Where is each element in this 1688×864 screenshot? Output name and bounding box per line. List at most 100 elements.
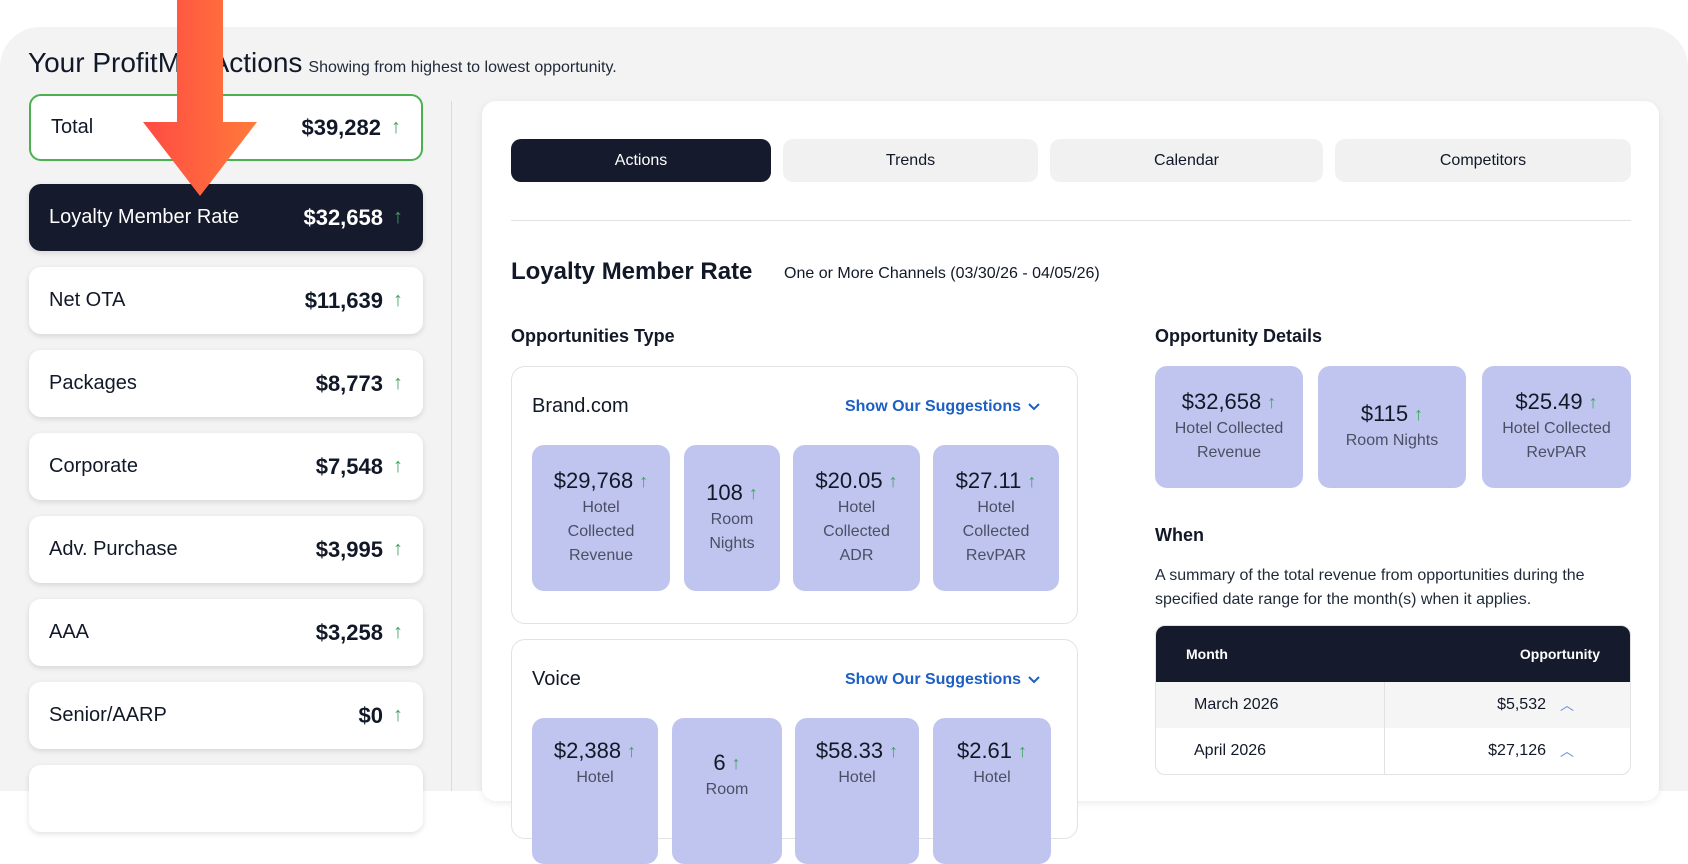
metric-caption: Hotel Collected RevPAR: [1502, 420, 1611, 461]
show-suggestions-label: Show Our Suggestions: [844, 398, 1021, 415]
metric-tile: $2.61 ↑ Hotel: [933, 718, 1051, 864]
arrow-up-icon: ↑: [889, 740, 899, 761]
sidebar-item-amount: $0: [358, 702, 383, 728]
show-suggestions-button[interactable]: Show Our Suggestions: [845, 671, 1041, 689]
arrow-up-icon: ↑: [1018, 740, 1028, 761]
arrow-up-icon: ↑: [1267, 391, 1277, 412]
tab-competitors[interactable]: Competitors: [1335, 139, 1631, 182]
metric-tile: $29,768 ↑ Hotel Collected Revenue: [532, 445, 670, 591]
page-title: Your ProfitMaxActions: [28, 47, 303, 78]
tab-calendar[interactable]: Calendar: [1050, 139, 1323, 182]
column-header-month: Month: [1186, 646, 1228, 662]
metric-caption: Room Nights: [1345, 432, 1439, 449]
sidebar-item-amount: $3,995: [315, 536, 383, 562]
metric-tile: 108 ↑ Room Nights: [684, 445, 780, 591]
metric-caption: Hotel: [576, 769, 614, 786]
table-header: Month Opportunity: [1156, 626, 1630, 682]
details-panel: Actions Trends Calendar Competitors Loya…: [482, 101, 1659, 864]
detail-tile: $32,658 ↑ Hotel Collected Revenue: [1155, 366, 1303, 488]
annotation-arrow-icon: [143, 0, 257, 196]
sidebar-item-label: Total: [51, 116, 94, 138]
column-divider: [451, 101, 452, 791]
arrow-up-icon: ↑: [393, 206, 403, 228]
metric-value: $2.61: [956, 738, 1013, 763]
metric-value: 6: [713, 750, 726, 775]
when-description: A summary of the total revenue from oppo…: [1155, 567, 1585, 608]
date-range: One or More Channels (03/30/26 - 04/05/2…: [784, 265, 1100, 282]
metric-value: $27.11: [955, 468, 1022, 493]
table-row[interactable]: March 2026 $5,532 ︿: [1156, 682, 1630, 728]
sidebar-item-label: Corporate: [49, 455, 138, 477]
divider: [511, 220, 1631, 221]
sidebar-item-label: Loyalty Member Rate: [49, 206, 240, 228]
sidebar-item-amount: $11,639: [304, 287, 383, 313]
metric-tile: $27.11 ↑ Hotel Collected RevPAR: [933, 445, 1059, 591]
sidebar-item-partial[interactable]: [29, 765, 423, 832]
sidebar-item-senior-aarp[interactable]: Senior/AARP $0 ↑: [29, 682, 423, 749]
month-cell: April 2026: [1156, 728, 1385, 774]
metric-caption: Hotel: [838, 769, 876, 786]
detail-tile: $25.49 ↑ Hotel Collected RevPAR: [1482, 366, 1631, 488]
arrow-up-icon: ↑: [393, 704, 403, 726]
metric-caption: Room Nights: [709, 511, 755, 552]
tab-actions[interactable]: Actions: [511, 139, 771, 182]
page-heading: Your ProfitMaxActions Showing from highe…: [28, 47, 617, 79]
metric-value: 108: [706, 480, 743, 505]
table-row[interactable]: April 2026 $27,126 ︿: [1156, 728, 1630, 774]
arrow-up-icon: ↑: [393, 621, 403, 643]
metric-value: $20.05: [815, 468, 883, 493]
month-cell: March 2026: [1156, 682, 1385, 728]
show-suggestions-label: Show Our Suggestions: [844, 671, 1021, 688]
chevron-up-icon[interactable]: ︿: [1560, 697, 1574, 713]
opportunity-card-voice: Voice Show Our Suggestions $2,388 ↑ Hotel…: [511, 639, 1078, 864]
sidebar-item-label: Senior/AARP: [49, 704, 167, 726]
sidebar-item-amount: $3,258: [315, 619, 383, 645]
arrow-up-icon: ↑: [393, 455, 403, 477]
arrow-up-icon: ↑: [393, 289, 403, 311]
metric-caption: Hotel Collected Revenue: [567, 499, 635, 564]
tab-trends[interactable]: Trends: [783, 139, 1038, 182]
arrow-up-icon: ↑: [393, 538, 403, 560]
sidebar-item-label: Net OTA: [49, 289, 126, 311]
metric-caption: Hotel Collected RevPAR: [962, 499, 1030, 564]
show-suggestions-button[interactable]: Show Our Suggestions: [845, 398, 1041, 416]
sidebar-item-amount: $32,658: [303, 204, 383, 230]
chevron-up-icon[interactable]: ︿: [1560, 743, 1574, 759]
sidebar-item-adv-purchase[interactable]: Adv. Purchase $3,995 ↑: [29, 516, 423, 583]
arrow-up-icon: ↑: [748, 482, 758, 503]
chevron-down-icon: [1028, 403, 1040, 411]
sidebar-item-label: AAA: [49, 621, 90, 643]
metric-value: $2,388: [553, 738, 622, 763]
sidebar-item-packages[interactable]: Packages $8,773 ↑: [29, 350, 423, 417]
opportunity-cell: $27,126: [1488, 742, 1546, 759]
opportunity-card-brand: Brand.com Show Our Suggestions $29,768 ↑ …: [511, 366, 1078, 624]
page-subtitle: Showing from highest to lowest opportuni…: [308, 59, 617, 76]
metric-tile: $58.33 ↑ Hotel: [795, 718, 919, 864]
sidebar-item-corporate[interactable]: Corporate $7,548 ↑: [29, 433, 423, 500]
arrow-up-icon: ↑: [393, 372, 403, 394]
metric-value: $115: [1360, 401, 1409, 426]
metric-value: $25.49: [1515, 389, 1583, 414]
section-title: Loyalty Member Rate: [511, 258, 753, 285]
metric-value: $32,658: [1181, 389, 1262, 414]
sidebar-item-amount: $7,548: [315, 453, 383, 479]
month-table: Month Opportunity March 2026 $5,532 ︿ Apr…: [1155, 625, 1631, 775]
column-header-opportunity: Opportunity: [1519, 646, 1600, 662]
arrow-up-icon: ↑: [1588, 391, 1598, 412]
sidebar-item-loyalty-member-rate[interactable]: Loyalty Member Rate $32,658 ↑: [29, 184, 423, 251]
arrow-up-icon: ↑: [1027, 470, 1037, 491]
arrow-up-icon: ↑: [731, 752, 741, 773]
metric-tile: $2,388 ↑ Hotel: [532, 718, 658, 864]
sidebar-item-amount: $39,282: [301, 114, 381, 140]
chevron-down-icon: [1028, 676, 1040, 684]
arrow-up-icon: ↑: [627, 740, 637, 761]
sidebar-item-amount: $8,773: [315, 370, 383, 396]
opportunity-cell: $5,532: [1497, 696, 1546, 713]
sidebar-item-aaa[interactable]: AAA $3,258 ↑: [29, 599, 423, 666]
sidebar-item-net-ota[interactable]: Net OTA $11,639 ↑: [29, 267, 423, 334]
metric-tile: $20.05 ↑ Hotel Collected ADR: [793, 445, 920, 591]
arrow-up-icon: ↑: [1414, 403, 1424, 424]
opportunity-details-label: Opportunity Details: [1155, 326, 1323, 346]
metric-caption: Hotel: [973, 769, 1011, 786]
metric-caption: Hotel Collected Revenue: [1174, 420, 1284, 461]
